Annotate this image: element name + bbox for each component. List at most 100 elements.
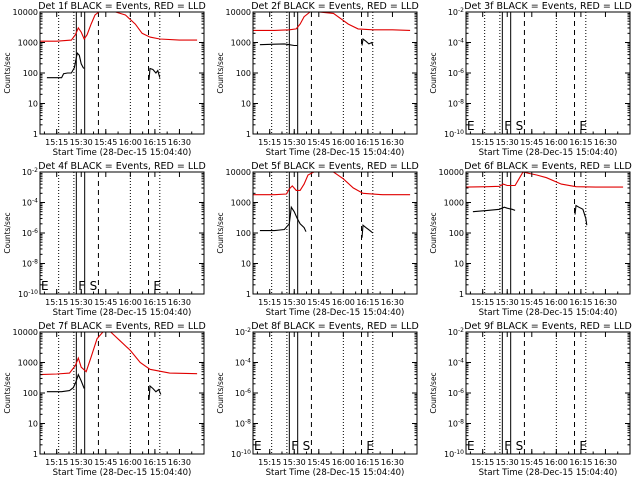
y-tick-label: 1 (33, 130, 38, 139)
y-axis-label: Counts/sec (3, 372, 12, 413)
x-tick-label: 16:30 (594, 138, 617, 147)
marker-label: S (516, 119, 524, 133)
marker-label: F (504, 439, 511, 453)
y-tick-label: 1 (246, 290, 251, 299)
y-tick-label: 10-6 (448, 68, 464, 78)
y-tick-label: 10-8 (448, 419, 464, 429)
y-tick-label: 1 (246, 130, 251, 139)
y-tick-label: 10 (28, 100, 38, 109)
y-axis-label: Counts/sec (429, 52, 438, 93)
series-events (46, 373, 85, 393)
y-axis-label: Counts/sec (216, 372, 225, 413)
x-tick-label: 15:15 (45, 458, 68, 467)
x-tick-label: 15:45 (307, 298, 330, 307)
x-axis-label: Start Time (28-Dec-15 15:04:40) (53, 468, 192, 478)
y-tick-label: 10-2 (448, 7, 464, 17)
marker-label: E (579, 439, 587, 453)
x-tick-label: 15:30 (283, 298, 306, 307)
y-tick-label: 10-2 (448, 327, 464, 337)
x-tick-label: 15:45 (520, 298, 543, 307)
x-tick-label: 15:45 (94, 298, 117, 307)
x-axis-label: Start Time (28-Dec-15 15:04:40) (479, 148, 618, 158)
y-tick-label: 1000 (231, 39, 251, 48)
y-tick-label: 10-10 (444, 129, 464, 139)
x-tick-label: 15:30 (70, 138, 93, 147)
series-lld (253, 171, 411, 196)
panel-title: Det 8f BLACK = Events, RED = LLD (251, 321, 419, 332)
y-tick-label: 10000 (13, 328, 38, 337)
y-tick-label: 100 (23, 389, 38, 398)
y-tick-label: 100 (449, 229, 464, 238)
x-tick-label: 15:45 (94, 138, 117, 147)
x-tick-label: 15:30 (496, 298, 519, 307)
x-tick-label: 15:45 (94, 458, 117, 467)
x-tick-label: 15:30 (283, 458, 306, 467)
x-tick-label: 16:30 (168, 298, 191, 307)
y-tick-label: 10-6 (448, 388, 464, 398)
marker-label: F (291, 439, 298, 453)
x-tick-label: 16:15 (569, 298, 592, 307)
x-tick-label: 15:15 (258, 298, 281, 307)
y-tick-label: 1000 (18, 39, 38, 48)
y-tick-label: 10000 (13, 8, 38, 17)
panel-det-2: Det 2f BLACK = Events, RED = LLD 1 10 100 10… (216, 1, 419, 158)
x-tick-label: 16:00 (332, 458, 355, 467)
x-tick-label: 16:15 (143, 458, 166, 467)
y-tick-label: 10000 (439, 168, 464, 177)
series-events (46, 51, 85, 79)
panel-det-1: Det 1f BLACK = Events, RED = LLD 1 10 100 10… (3, 1, 206, 158)
marker-label: E (579, 119, 587, 133)
marker-label: E (467, 439, 475, 453)
x-tick-label: 15:45 (520, 458, 543, 467)
x-tick-label: 15:30 (70, 458, 93, 467)
x-tick-label: 16:00 (119, 458, 142, 467)
x-tick-label: 16:15 (356, 298, 379, 307)
x-tick-label: 16:15 (143, 298, 166, 307)
x-tick-label: 15:15 (258, 458, 281, 467)
x-tick-label: 15:15 (471, 458, 494, 467)
x-tick-label: 15:30 (70, 298, 93, 307)
series-lld (39, 331, 198, 376)
x-axis-label: Start Time (28-Dec-15 15:04:40) (266, 148, 405, 158)
x-tick-label: 16:30 (381, 298, 404, 307)
panel-title: Det 4f BLACK = Events, RED = LLD (38, 161, 206, 172)
y-tick-label: 10-8 (22, 259, 38, 269)
x-tick-label: 16:15 (569, 138, 592, 147)
x-tick-label: 15:15 (471, 138, 494, 147)
marker-label: S (90, 279, 98, 293)
y-tick-label: 10-4 (235, 358, 251, 368)
x-tick-label: 16:30 (168, 138, 191, 147)
series-events (361, 224, 374, 238)
x-tick-label: 15:45 (307, 138, 330, 147)
x-tick-label: 15:15 (471, 298, 494, 307)
x-tick-label: 16:00 (545, 138, 568, 147)
x-tick-label: 16:00 (545, 458, 568, 467)
y-axis-label: Counts/sec (216, 52, 225, 93)
x-tick-label: 16:30 (381, 138, 404, 147)
x-axis-label: Start Time (28-Dec-15 15:04:40) (53, 308, 192, 318)
panel-det-7: Det 7f BLACK = Events, RED = LLD 1 10 100 10… (3, 321, 206, 478)
panel-det-5: Det 5f BLACK = Events, RED = LLD 1 10 100 10… (216, 161, 419, 318)
panel-title: Det 3f BLACK = Events, RED = LLD (464, 1, 632, 12)
x-tick-label: 15:15 (258, 138, 281, 147)
series-events (148, 384, 162, 400)
y-tick-label: 1 (33, 450, 38, 459)
x-tick-label: 16:30 (594, 458, 617, 467)
marker-label: E (41, 279, 49, 293)
marker-label: S (516, 439, 524, 453)
x-tick-label: 16:30 (168, 458, 191, 467)
x-axis-label: Start Time (28-Dec-15 15:04:40) (266, 468, 405, 478)
y-tick-label: 10-2 (22, 167, 38, 177)
y-tick-label: 10-4 (22, 198, 38, 208)
y-tick-label: 1000 (18, 359, 38, 368)
x-tick-label: 15:15 (45, 138, 68, 147)
y-tick-label: 10-10 (444, 449, 464, 459)
y-tick-label: 10-6 (22, 228, 38, 238)
x-tick-label: 16:30 (381, 458, 404, 467)
panel-title: Det 7f BLACK = Events, RED = LLD (38, 321, 206, 332)
